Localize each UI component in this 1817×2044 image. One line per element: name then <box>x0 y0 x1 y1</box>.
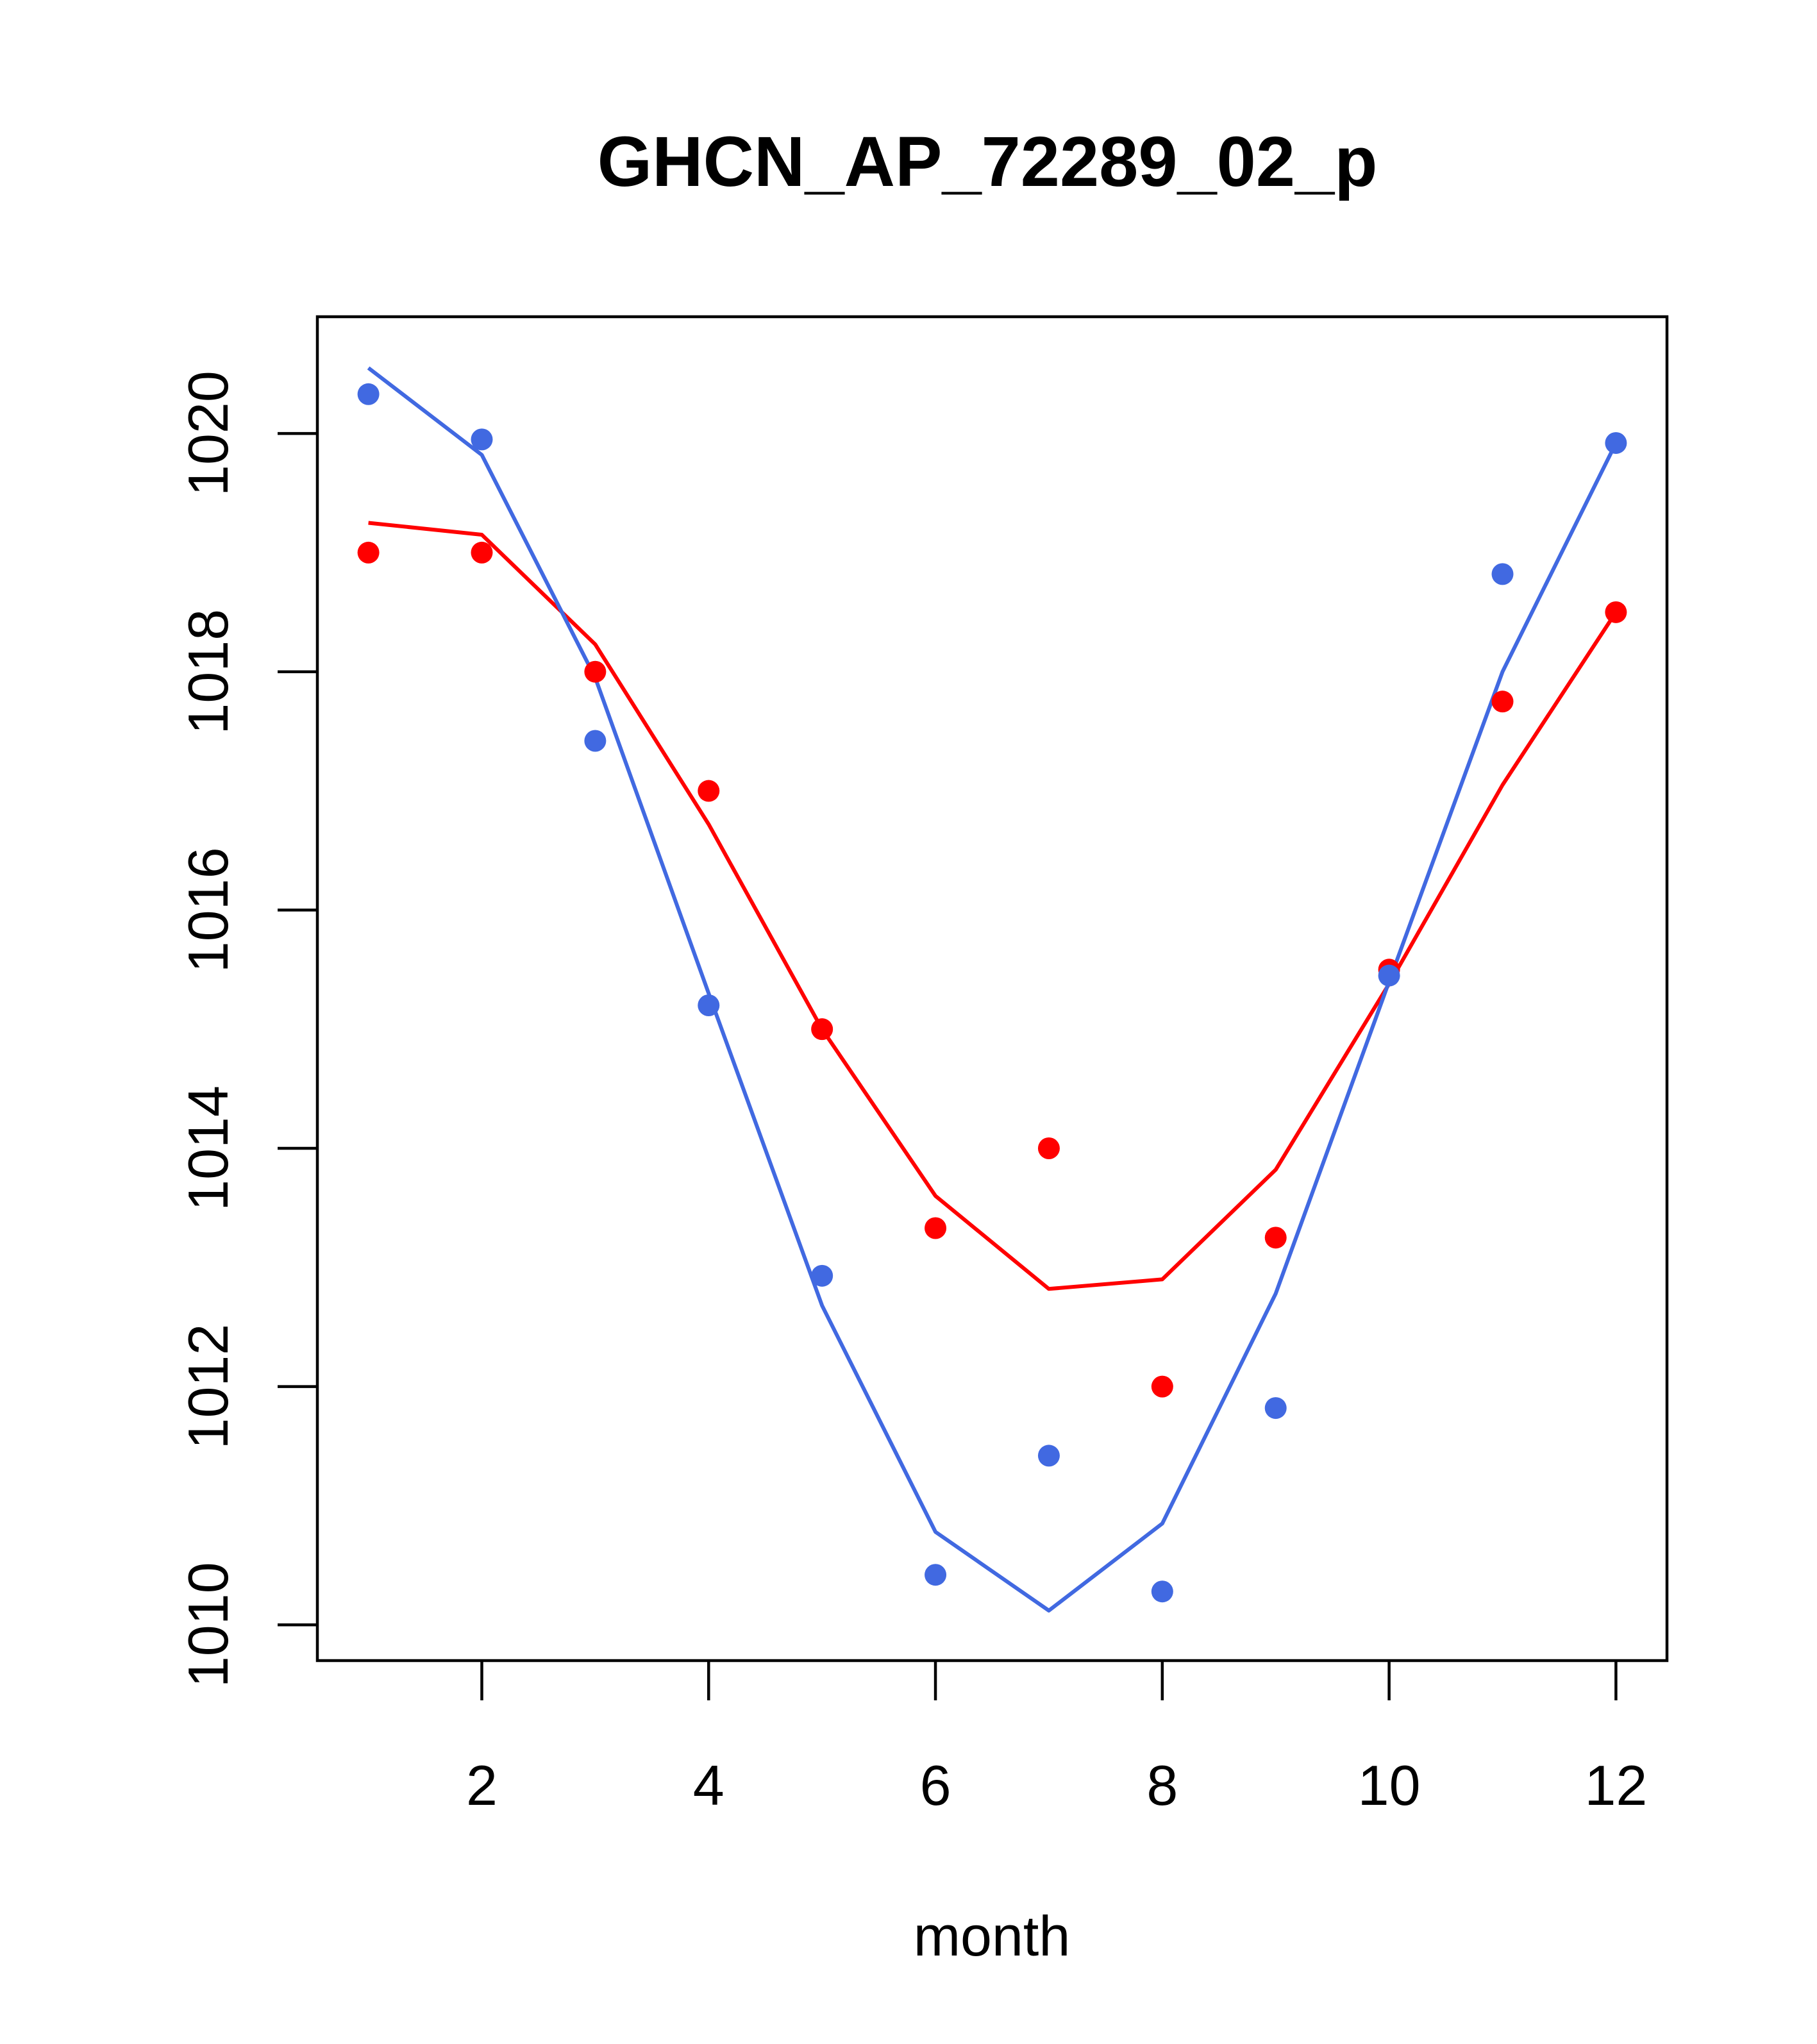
series-2-point <box>357 383 380 405</box>
series-2-point <box>471 428 493 451</box>
series-2-point <box>698 994 720 1017</box>
x-tick-label: 2 <box>466 1754 498 1817</box>
series-1-point <box>1151 1375 1173 1398</box>
plot-frame <box>315 315 1669 1663</box>
x-tick-label: 10 <box>1358 1754 1421 1817</box>
series-1-point <box>1491 691 1514 713</box>
y-tick-label: 1018 <box>176 609 240 735</box>
x-tick-label: 4 <box>693 1754 724 1817</box>
series-1-point <box>584 660 607 683</box>
series-1-fit-line <box>368 521 1618 1291</box>
y-axis: 1010 1012 1014 1016 1018 1020 <box>176 371 317 1688</box>
series-1-point <box>811 1018 833 1041</box>
series-2-point <box>1264 1397 1287 1420</box>
y-tick-label: 1012 <box>176 1324 240 1450</box>
series-1-point <box>1037 1137 1060 1159</box>
x-tick-label: 6 <box>920 1754 951 1817</box>
y-tick-label: 1016 <box>176 847 240 973</box>
series-1-point <box>925 1217 947 1239</box>
series-1-point <box>1605 601 1627 623</box>
y-tick-label: 1010 <box>176 1562 240 1688</box>
series-1-point <box>1264 1227 1287 1249</box>
series-1-point <box>357 541 380 564</box>
chart-title: GHCN_AP_72289_02_p <box>598 122 1378 201</box>
y-tick-label: 1014 <box>176 1085 240 1211</box>
series-2-point <box>811 1264 833 1287</box>
series-2-point <box>1491 563 1514 585</box>
series-2-point <box>1037 1445 1060 1467</box>
series-2-point <box>1151 1580 1173 1603</box>
series-1-point <box>471 541 493 564</box>
x-tick-label: 8 <box>1146 1754 1178 1817</box>
series-layer <box>357 366 1627 1613</box>
x-axis: 2 4 6 8 10 12 <box>466 1661 1647 1817</box>
series-2-point <box>1605 431 1627 454</box>
series-2-point <box>1378 964 1400 987</box>
series-2-point <box>925 1564 947 1586</box>
series-2-point <box>584 730 607 752</box>
x-tick-label: 12 <box>1584 1754 1647 1817</box>
series-2-fit-line <box>367 366 1618 1613</box>
y-tick-label: 1020 <box>176 371 240 496</box>
series-1-point <box>698 780 720 802</box>
x-axis-label: month <box>914 1904 1071 1968</box>
